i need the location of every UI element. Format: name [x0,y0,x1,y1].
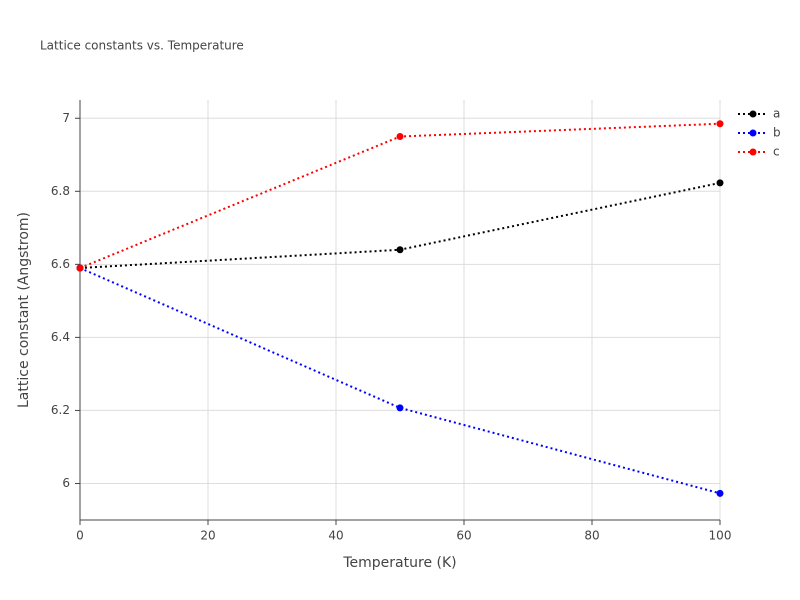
x-tick-label: 40 [328,529,343,543]
data-point [716,489,724,497]
x-tick-label: 0 [76,529,84,543]
y-tick-label: 6.2 [51,403,70,417]
y-tick-label: 6.8 [51,184,70,198]
legend-marker [749,110,757,118]
data-point [396,246,404,254]
series-line [79,267,721,495]
data-point [396,133,404,141]
data-point [716,179,724,187]
y-tick-label: 6.4 [51,330,70,344]
legend-marker [749,148,757,156]
data-point [76,264,84,272]
x-axis-label: Temperature (K) [342,555,456,571]
chart-title: Lattice constants vs. Temperature [40,39,244,53]
x-tick-label: 20 [200,529,215,543]
legend-label: a [773,107,780,121]
legend-label: c [773,145,780,159]
data-point [396,404,404,412]
y-axis-label: Lattice constant (Angstrom) [16,212,32,408]
legend-label: b [773,126,781,140]
legend-marker [749,129,757,137]
y-tick-label: 7 [62,111,70,125]
x-tick-label: 100 [709,529,732,543]
y-tick-label: 6 [62,476,70,490]
data-point [716,120,724,128]
x-tick-label: 80 [584,529,599,543]
y-tick-label: 6.6 [51,257,70,271]
series-line [79,181,721,269]
x-tick-label: 60 [456,529,471,543]
